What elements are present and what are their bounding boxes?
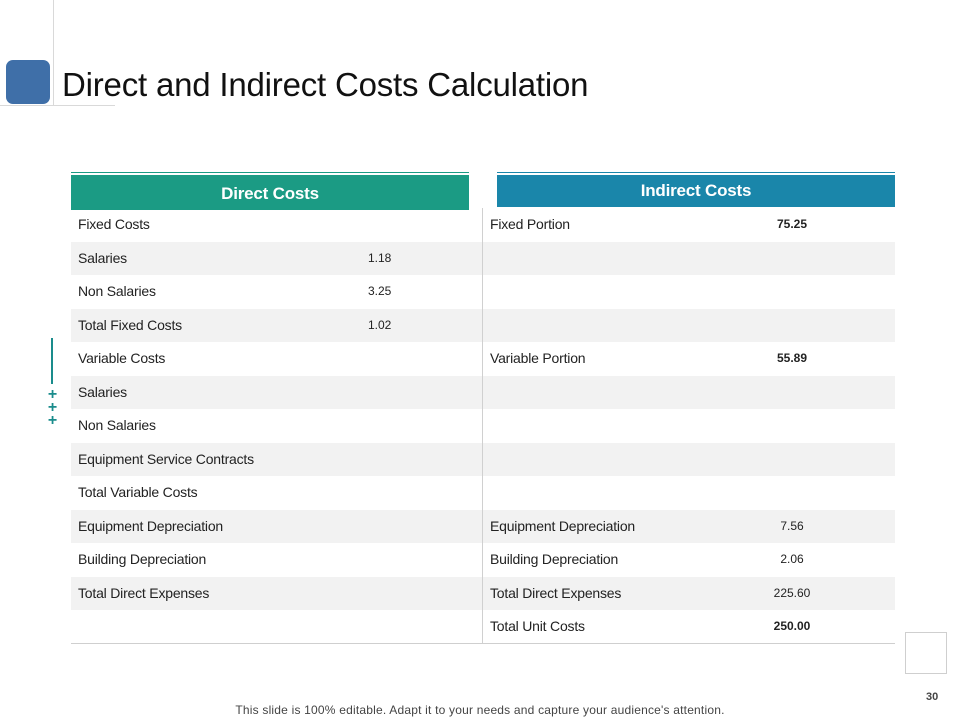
footer-note: This slide is 100% editable. Adapt it to… [235, 703, 725, 717]
right-cost-value: 55.89 [776, 351, 808, 365]
left-cost-label: Equipment Service Contracts [78, 450, 254, 467]
left-cost-label: Salaries [78, 383, 127, 400]
left-cost-label: Total Variable Costs [78, 484, 198, 500]
right-cost-value: 225.60 [773, 585, 811, 600]
guide-horizontal-line [0, 105, 115, 106]
page-number: 30 [926, 691, 939, 703]
indirect-costs-header: Indirect Costs [497, 175, 895, 207]
left-cost-label: Fixed Costs [78, 216, 150, 232]
right-cost-value: 250.00 [773, 619, 811, 633]
table-bottom-line [71, 643, 895, 644]
left-cost-label: Equipment Depreciation [78, 517, 224, 534]
table-row: Salaries [71, 375, 895, 409]
title-accent-square [6, 60, 50, 104]
plus-icon: + [47, 412, 58, 429]
direct-costs-header: Direct Costs [71, 175, 469, 210]
direct-header-topline [71, 172, 469, 173]
table-row: Non Salaries [71, 409, 895, 443]
costs-table: Fixed Costs Fixed Portion 75.25 Salaries 1.1… [71, 208, 895, 644]
plus-icon: + [47, 386, 58, 403]
deco-bar [51, 338, 53, 384]
left-cost-label: Non Salaries [78, 417, 156, 433]
table-row: Equipment Depreciation Equipment Deprecia… [71, 509, 895, 543]
left-cost-value: 1.18 [368, 250, 392, 265]
right-cost-label: Building Depreciation [490, 551, 619, 567]
right-cost-label: Total Direct Expenses [490, 584, 622, 601]
plus-icon: + [47, 399, 58, 416]
plus-decoration: + + + [46, 338, 60, 429]
table-row: Non Salaries 3.25 [71, 275, 895, 309]
left-cost-label: Total Direct Expenses [78, 584, 210, 601]
page-title: Direct and Indirect Costs Calculation [62, 66, 589, 103]
corner-box [905, 632, 947, 674]
table-row: Fixed Costs Fixed Portion 75.25 [71, 208, 895, 242]
table-row: Total Variable Costs [71, 476, 895, 510]
indirect-header-topline [497, 172, 895, 173]
table-row: Total Unit Costs 250.00 [71, 610, 895, 644]
blank-cell [71, 610, 483, 644]
left-cost-value: 1.02 [368, 317, 392, 332]
left-cost-label: Salaries [78, 249, 127, 266]
table-row: Variable Costs Variable Portion 55.89 [71, 342, 895, 376]
column-divider [482, 208, 483, 643]
left-cost-value: 3.25 [368, 284, 392, 298]
right-cost-value: 2.06 [780, 552, 804, 566]
table-row: Salaries 1.18 [71, 241, 895, 275]
table-row: Equipment Service Contracts [71, 442, 895, 476]
left-cost-label: Variable Costs [78, 350, 166, 366]
right-cost-value: 75.25 [776, 217, 808, 231]
table-row: Total Fixed Costs 1.02 [71, 308, 895, 342]
table-row: Building Depreciation Building Depreciati… [71, 543, 895, 577]
right-cost-value: 7.56 [780, 518, 804, 533]
right-cost-label: Variable Portion [490, 350, 586, 366]
left-cost-label: Building Depreciation [78, 551, 207, 567]
right-cost-label: Total Unit Costs [490, 618, 585, 634]
right-cost-label: Equipment Depreciation [490, 517, 636, 534]
right-cost-label: Fixed Portion [490, 216, 570, 232]
table-row: Total Direct Expenses Total Direct Expens… [71, 576, 895, 610]
left-cost-label: Total Fixed Costs [78, 316, 182, 333]
left-cost-label: Non Salaries [78, 283, 156, 299]
guide-vertical-line [53, 0, 54, 105]
